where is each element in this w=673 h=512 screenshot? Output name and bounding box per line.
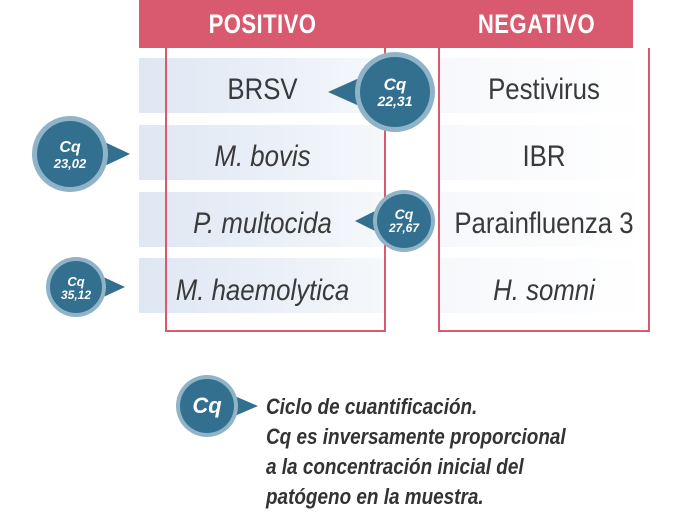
- speech-bubble-icon: [46, 257, 125, 317]
- speech-bubble-icon: [32, 116, 130, 192]
- legend-line-4: patógeno en la muestra.: [266, 484, 484, 509]
- header-bar: [139, 0, 633, 48]
- cq-value: 23,02: [53, 155, 87, 171]
- cq-value: 27,67: [388, 221, 420, 236]
- legend-line-2: Cq es inversamente proporcional: [266, 424, 566, 449]
- legend-badge-label: Cq: [192, 393, 222, 419]
- cq-label: Cq: [383, 74, 407, 94]
- positive-cell-4: M. haemolytica: [175, 274, 350, 307]
- positive-cell-3: P. multocida: [193, 207, 332, 240]
- negative-cell-4: H. somni: [493, 274, 595, 307]
- legend-badge: Cq: [176, 374, 260, 438]
- negative-cell-1: Pestivirus: [488, 73, 600, 106]
- negative-header: NEGATIVO: [477, 9, 596, 39]
- speech-bubble-icon: [328, 52, 435, 132]
- cq-bubble-p-multocida: Cq 27,67: [355, 188, 437, 254]
- positive-header: POSITIVO: [208, 9, 317, 39]
- cq-label: Cq: [59, 138, 81, 156]
- negative-cell-2: IBR: [522, 140, 566, 173]
- cq-bubble-m-bovis: Cq 23,02: [28, 116, 132, 194]
- cq-bubble-brsv: Cq 22,31: [326, 49, 438, 135]
- cq-value: 22,31: [377, 92, 413, 109]
- negative-cell-3: Parainfluenza 3: [454, 207, 634, 240]
- positive-cell-2: M. bovis: [214, 140, 311, 173]
- cq-label: Cq: [394, 206, 414, 223]
- cq-value: 35,12: [60, 287, 92, 302]
- cq-bubble-m-haemolytica: Cq 35,12: [45, 256, 127, 320]
- neg-row-band-3: [440, 192, 647, 247]
- row-band-3: [139, 192, 386, 247]
- legend-line-3: a la concentración inicial del: [266, 454, 524, 479]
- neg-row-band-4: [440, 258, 647, 313]
- row-band-4: [139, 258, 386, 313]
- speech-bubble-icon: [355, 190, 435, 252]
- legend-description: Ciclo de cuantificación. Cq es inversame…: [266, 392, 610, 512]
- legend-line-1: Ciclo de cuantificación.: [266, 394, 478, 419]
- speech-bubble-icon: [176, 375, 258, 437]
- neg-row-band-1: [440, 58, 647, 113]
- positive-column-frame: [165, 48, 386, 332]
- neg-row-band-2: [440, 125, 647, 180]
- row-band-2: [139, 125, 386, 180]
- positive-cell-1: BRSV: [227, 73, 298, 106]
- cq-label: Cq: [67, 273, 85, 289]
- negative-column-frame: [438, 48, 650, 332]
